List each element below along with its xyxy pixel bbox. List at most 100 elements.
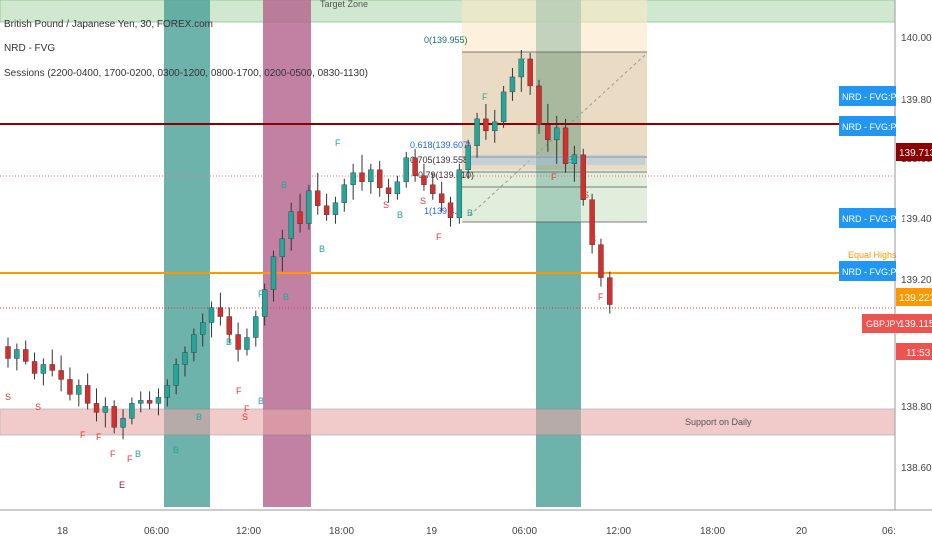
marker-s: S — [583, 190, 589, 200]
candle-body — [350, 172, 356, 185]
x-tick: 12:00 — [606, 526, 631, 537]
candle-body — [536, 85, 542, 126]
candle-body — [306, 190, 312, 224]
candle-body — [492, 121, 498, 132]
fib-label-618: 0.618(139.607) — [410, 140, 471, 150]
marker-e: E — [119, 480, 125, 490]
candle-body — [235, 334, 241, 350]
candle-body — [217, 307, 224, 317]
candle-body — [182, 352, 188, 365]
premium-zone-box — [462, 0, 647, 52]
support-zone — [0, 408, 896, 436]
y-tick: 139.800 — [901, 95, 932, 106]
plot-label-badge — [839, 116, 896, 136]
marker-f: F — [96, 432, 102, 442]
candle-body — [341, 184, 347, 203]
candle-body — [394, 181, 401, 194]
marker-f: F — [482, 92, 488, 102]
marker-s: S — [35, 402, 41, 412]
candle-body — [253, 316, 259, 338]
marker-b: B — [397, 210, 403, 220]
marker-b: B — [467, 208, 473, 218]
x-tick: 12:00 — [236, 526, 261, 537]
candle-body — [297, 211, 303, 224]
marker-b: B — [281, 180, 287, 190]
candle-body — [580, 154, 586, 200]
marker-f: F — [244, 404, 250, 414]
plot-label: NRD - FVG:Plot — [842, 214, 907, 224]
candle-body — [5, 346, 11, 359]
y-tick: 139.200 — [901, 275, 932, 286]
x-tick: 06: — [882, 526, 896, 537]
candle-body — [49, 364, 55, 371]
candle-body — [438, 193, 445, 203]
candle-body — [412, 157, 418, 176]
candle-body — [368, 169, 374, 182]
candle-body — [67, 379, 73, 395]
candle-body — [545, 124, 551, 141]
support-zone-label: Support on Daily — [685, 417, 752, 427]
fib-upper-box — [462, 52, 647, 170]
countdown-text: 11:53 — [906, 348, 931, 359]
candle-body — [447, 202, 454, 218]
candle-body — [465, 145, 471, 170]
marker-f: F — [335, 138, 341, 148]
plot-label-badge — [839, 86, 896, 106]
chart-title[interactable]: British Pound / Japanese Yen, 30, FOREX.… — [4, 19, 214, 30]
indicator-label[interactable]: NRD - FVG — [4, 43, 56, 54]
candle-body — [84, 385, 91, 404]
candle-body — [146, 400, 153, 404]
candle-body — [120, 418, 126, 428]
candle-body — [607, 277, 613, 305]
candle-body — [199, 322, 206, 335]
candle-body — [279, 238, 286, 257]
candle-body — [93, 403, 100, 413]
candle-body — [102, 406, 109, 413]
candle-body — [76, 385, 82, 395]
countdown-badge — [896, 343, 932, 360]
plot-label: NRD - FVG:Plot — [842, 92, 907, 102]
marker-b: B — [319, 244, 325, 254]
candle-body — [208, 307, 215, 323]
marker-b: B — [173, 445, 179, 455]
plot-label-badge — [839, 261, 896, 281]
candle-body — [377, 169, 383, 188]
candles-group — [5, 49, 613, 440]
fib-label-top: 0(139.955) — [424, 35, 468, 45]
marker-s: S — [420, 196, 426, 206]
marker-f: F — [127, 454, 133, 464]
candle-body — [164, 385, 171, 398]
candle-body — [155, 397, 162, 404]
y-tick: 138.600 — [901, 463, 932, 474]
y-tick: 140.000 — [901, 33, 932, 44]
candle-body — [403, 157, 409, 182]
marker-f: F — [258, 289, 264, 299]
marker-f: F — [236, 386, 242, 396]
candle-body — [421, 175, 427, 185]
fvg-markers: S S F F F F B E B B F F B S B F B B B F … — [5, 57, 604, 490]
candle-body — [261, 289, 268, 317]
symbol-badge — [862, 314, 932, 333]
fib-lower-box — [462, 170, 647, 222]
marker-b: B — [567, 155, 573, 165]
candle-body — [571, 154, 578, 164]
price-badge-level1 — [896, 143, 932, 161]
candle-body — [474, 118, 480, 147]
candle-body — [270, 256, 277, 290]
candle-body — [288, 211, 294, 239]
time-axis-ticks[interactable]: 18 06:00 12:00 18:00 19 06:00 12:00 18:0… — [57, 526, 896, 537]
candle-body — [323, 205, 330, 215]
marker-b: B — [135, 449, 141, 459]
marker-f: F — [436, 232, 442, 242]
sessions-label[interactable]: Sessions (2200-0400, 1700-0200, 0300-120… — [4, 68, 368, 79]
fib-label-705: 0.705(139.558) — [410, 155, 471, 165]
equal-highs-label: Equal Highs — [848, 250, 897, 260]
candle-body — [315, 190, 321, 206]
marker-f: F — [598, 292, 604, 302]
fib-label-bottom: 1(139.4..) — [424, 206, 463, 216]
x-tick: 18:00 — [329, 526, 354, 537]
candle-body — [598, 244, 604, 278]
plot-label-badge — [839, 208, 896, 228]
candle-body — [244, 337, 250, 350]
